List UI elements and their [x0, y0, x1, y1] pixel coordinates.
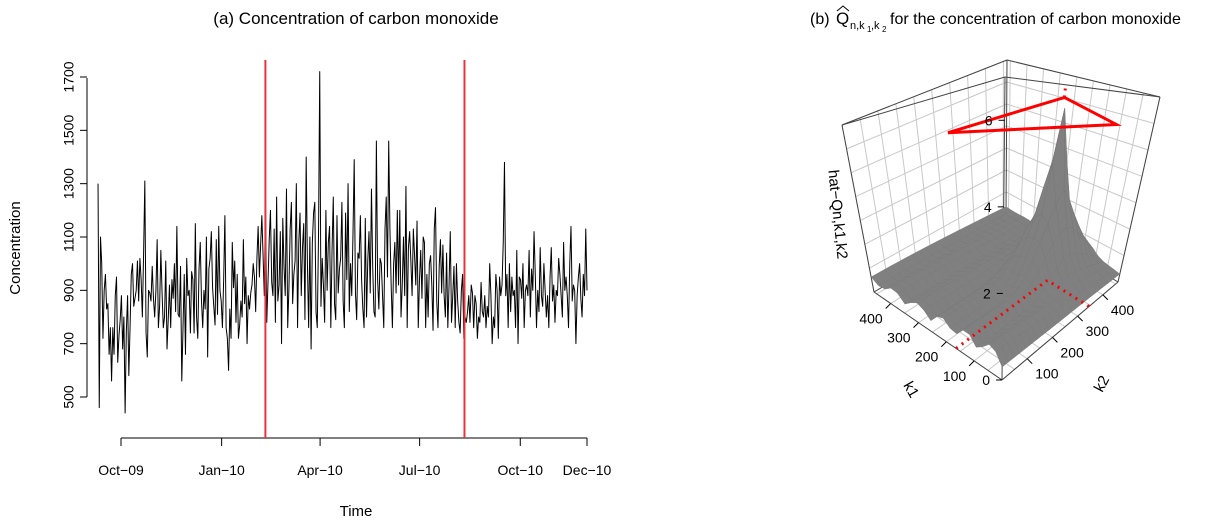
panel-a: (a) Concentration of carbon monoxide Con…: [7, 9, 612, 520]
chart-a-ytick-label: 1500: [61, 115, 77, 146]
chart-b-grid-line: [1006, 125, 1143, 177]
chart-b-title-prefix: (b): [810, 11, 830, 28]
chart-b-grid-line: [855, 125, 1007, 198]
chart-b-title-hat: [836, 5, 850, 12]
chart-b-title-rest: for the concentration of carbon monoxide: [890, 11, 1181, 28]
chart-b-grid-line: [1032, 68, 1045, 231]
chart-b-grid-line: [895, 103, 918, 267]
chart-b-max-projection: [955, 279, 1049, 350]
chart-b-xtick-label: 300: [887, 330, 911, 346]
chart-a-xtick-label: Jan−10: [198, 462, 245, 478]
chart-b-grid-line: [1006, 81, 1155, 124]
chart-b-grid-line: [859, 117, 889, 284]
chart-a-xtick-label: Jul−10: [399, 462, 441, 478]
chart-a-ytick-label: 1700: [61, 61, 77, 92]
chart-b-ztick-label: 4: [984, 199, 992, 215]
chart-b-max-triangle: [947, 95, 1122, 135]
chart-b-ylabel: k2: [1091, 373, 1113, 395]
chart-b-grid-line: [1006, 147, 1137, 204]
chart-a-ytick-label: 500: [61, 385, 77, 409]
chart-b-ytick-mark: [1026, 358, 1033, 365]
chart-b-box-edge: [873, 291, 1003, 381]
chart-b-box-edge: [841, 124, 875, 293]
chart-a-x-ticks: Oct−09 Jan−10 Apr−10 Jul−10 Oct−10 Dec−10: [98, 438, 612, 478]
chart-b-max-projection: [1046, 279, 1090, 308]
chart-b-xtick-label: 100: [943, 368, 967, 384]
chart-b-title-sub1: 1: [867, 25, 872, 34]
chart-b-xtick-label: 400: [859, 310, 883, 326]
chart-b-ytick-label: 200: [1060, 344, 1084, 360]
chart-b-xlabel: k1: [900, 379, 923, 401]
chart-b-grid-line: [860, 147, 1007, 221]
chart-b-title-symbol: Q: [836, 9, 849, 28]
chart-b-ytick-label: 300: [1086, 323, 1110, 339]
chart-b-xtick-label: 200: [915, 349, 939, 365]
chart-b-ytick-mark: [1077, 315, 1084, 322]
chart-b-title: (b) Q n,k 1 ,k 2 for the concentration o…: [810, 5, 1181, 34]
chart-b-grid-line: [869, 191, 1007, 269]
chart-b-grid-line: [949, 82, 961, 242]
chart-a-ytick-label: 1100: [61, 222, 77, 252]
chart-b-box-edge: [1005, 59, 1008, 215]
chart-a-ytick-label: 1300: [61, 168, 77, 199]
chart-a-y-ticks: 500 700 900 1100 1300 1500 1700: [61, 61, 87, 409]
chart-b-box-edge: [841, 76, 1006, 126]
chart-a-xtick-label: Dec−10: [563, 462, 612, 478]
chart-a-xlabel: Time: [340, 503, 373, 520]
chart-b-surface-facet: [1063, 108, 1070, 200]
chart-a-series-line: [97, 71, 588, 414]
chart-b-ytick-label: 400: [1111, 302, 1135, 318]
chart-b-xtick-mark: [940, 341, 947, 348]
chart-b-ytick-mark: [1052, 337, 1058, 343]
chart-b-box-edge: [1117, 96, 1161, 283]
chart-b-box-edge: [1004, 76, 1161, 98]
chart-b-ztick-label: 2: [983, 285, 991, 301]
chart-b-max-markers: [947, 86, 1122, 350]
chart-b-grid-line: [1093, 88, 1128, 268]
chart-b-box-edge: [841, 59, 1008, 126]
chart-b-grid-line: [1080, 84, 1111, 260]
chart-b-grid-line: [864, 169, 1007, 245]
chart-b-title-sub2: 2: [882, 25, 887, 34]
chart-b-grid-line: [913, 96, 932, 259]
chart-b-grid-line: [967, 75, 975, 233]
chart-b-grid-line: [1105, 92, 1144, 275]
chart-b-ytick-mark: [1102, 294, 1109, 301]
chart-b-box-edge: [1006, 59, 1161, 98]
chart-b-grid-line: [1020, 64, 1028, 223]
chart-b-surface-facet: [995, 347, 1009, 368]
chart-b-grid-line: [877, 110, 904, 276]
chart-a-title: (a) Concentration of carbon monoxide: [213, 9, 498, 28]
chart-b-grid-line: [931, 89, 947, 250]
chart-a-ylabel: Concentration: [7, 201, 24, 294]
chart-b-grid-line: [984, 68, 990, 225]
chart-b-box-edge: [1001, 281, 1119, 381]
chart-b-xtick-mark: [968, 360, 975, 367]
chart-b-grid-line: [850, 103, 1007, 174]
chart-b-ytick-label: 100: [1035, 366, 1059, 382]
chart-a-xtick-label: Oct−10: [498, 462, 544, 478]
chart-b-ztick-label: 6: [985, 112, 993, 128]
chart-a-change-points: [264, 60, 466, 438]
chart-b-xtick-mark: [885, 303, 892, 309]
chart-b-surface: [870, 108, 1121, 368]
panel-b: (b) Q n,k 1 ,k 2 for the concentration o…: [810, 5, 1181, 401]
chart-a-ytick-label: 900: [61, 278, 77, 302]
chart-b-xtick-mark: [913, 322, 919, 328]
chart-a-ytick-label: 700: [61, 332, 77, 356]
chart-b-title-sub: n,k: [850, 20, 865, 32]
chart-b-grid-line: [846, 81, 1008, 150]
chart-b-zlabel: hat−Qn,k1,k2: [824, 169, 850, 260]
chart-b-grid-line: [1007, 60, 1011, 216]
chart-b-max-projection: [1062, 86, 1067, 98]
chart-a-xtick-label: Apr−10: [297, 462, 343, 478]
chart-b-title-sub-sep: ,k: [871, 20, 880, 32]
chart-b-ztick-label: 0: [982, 372, 990, 388]
chart-a-xtick-label: Oct−09: [98, 462, 144, 478]
